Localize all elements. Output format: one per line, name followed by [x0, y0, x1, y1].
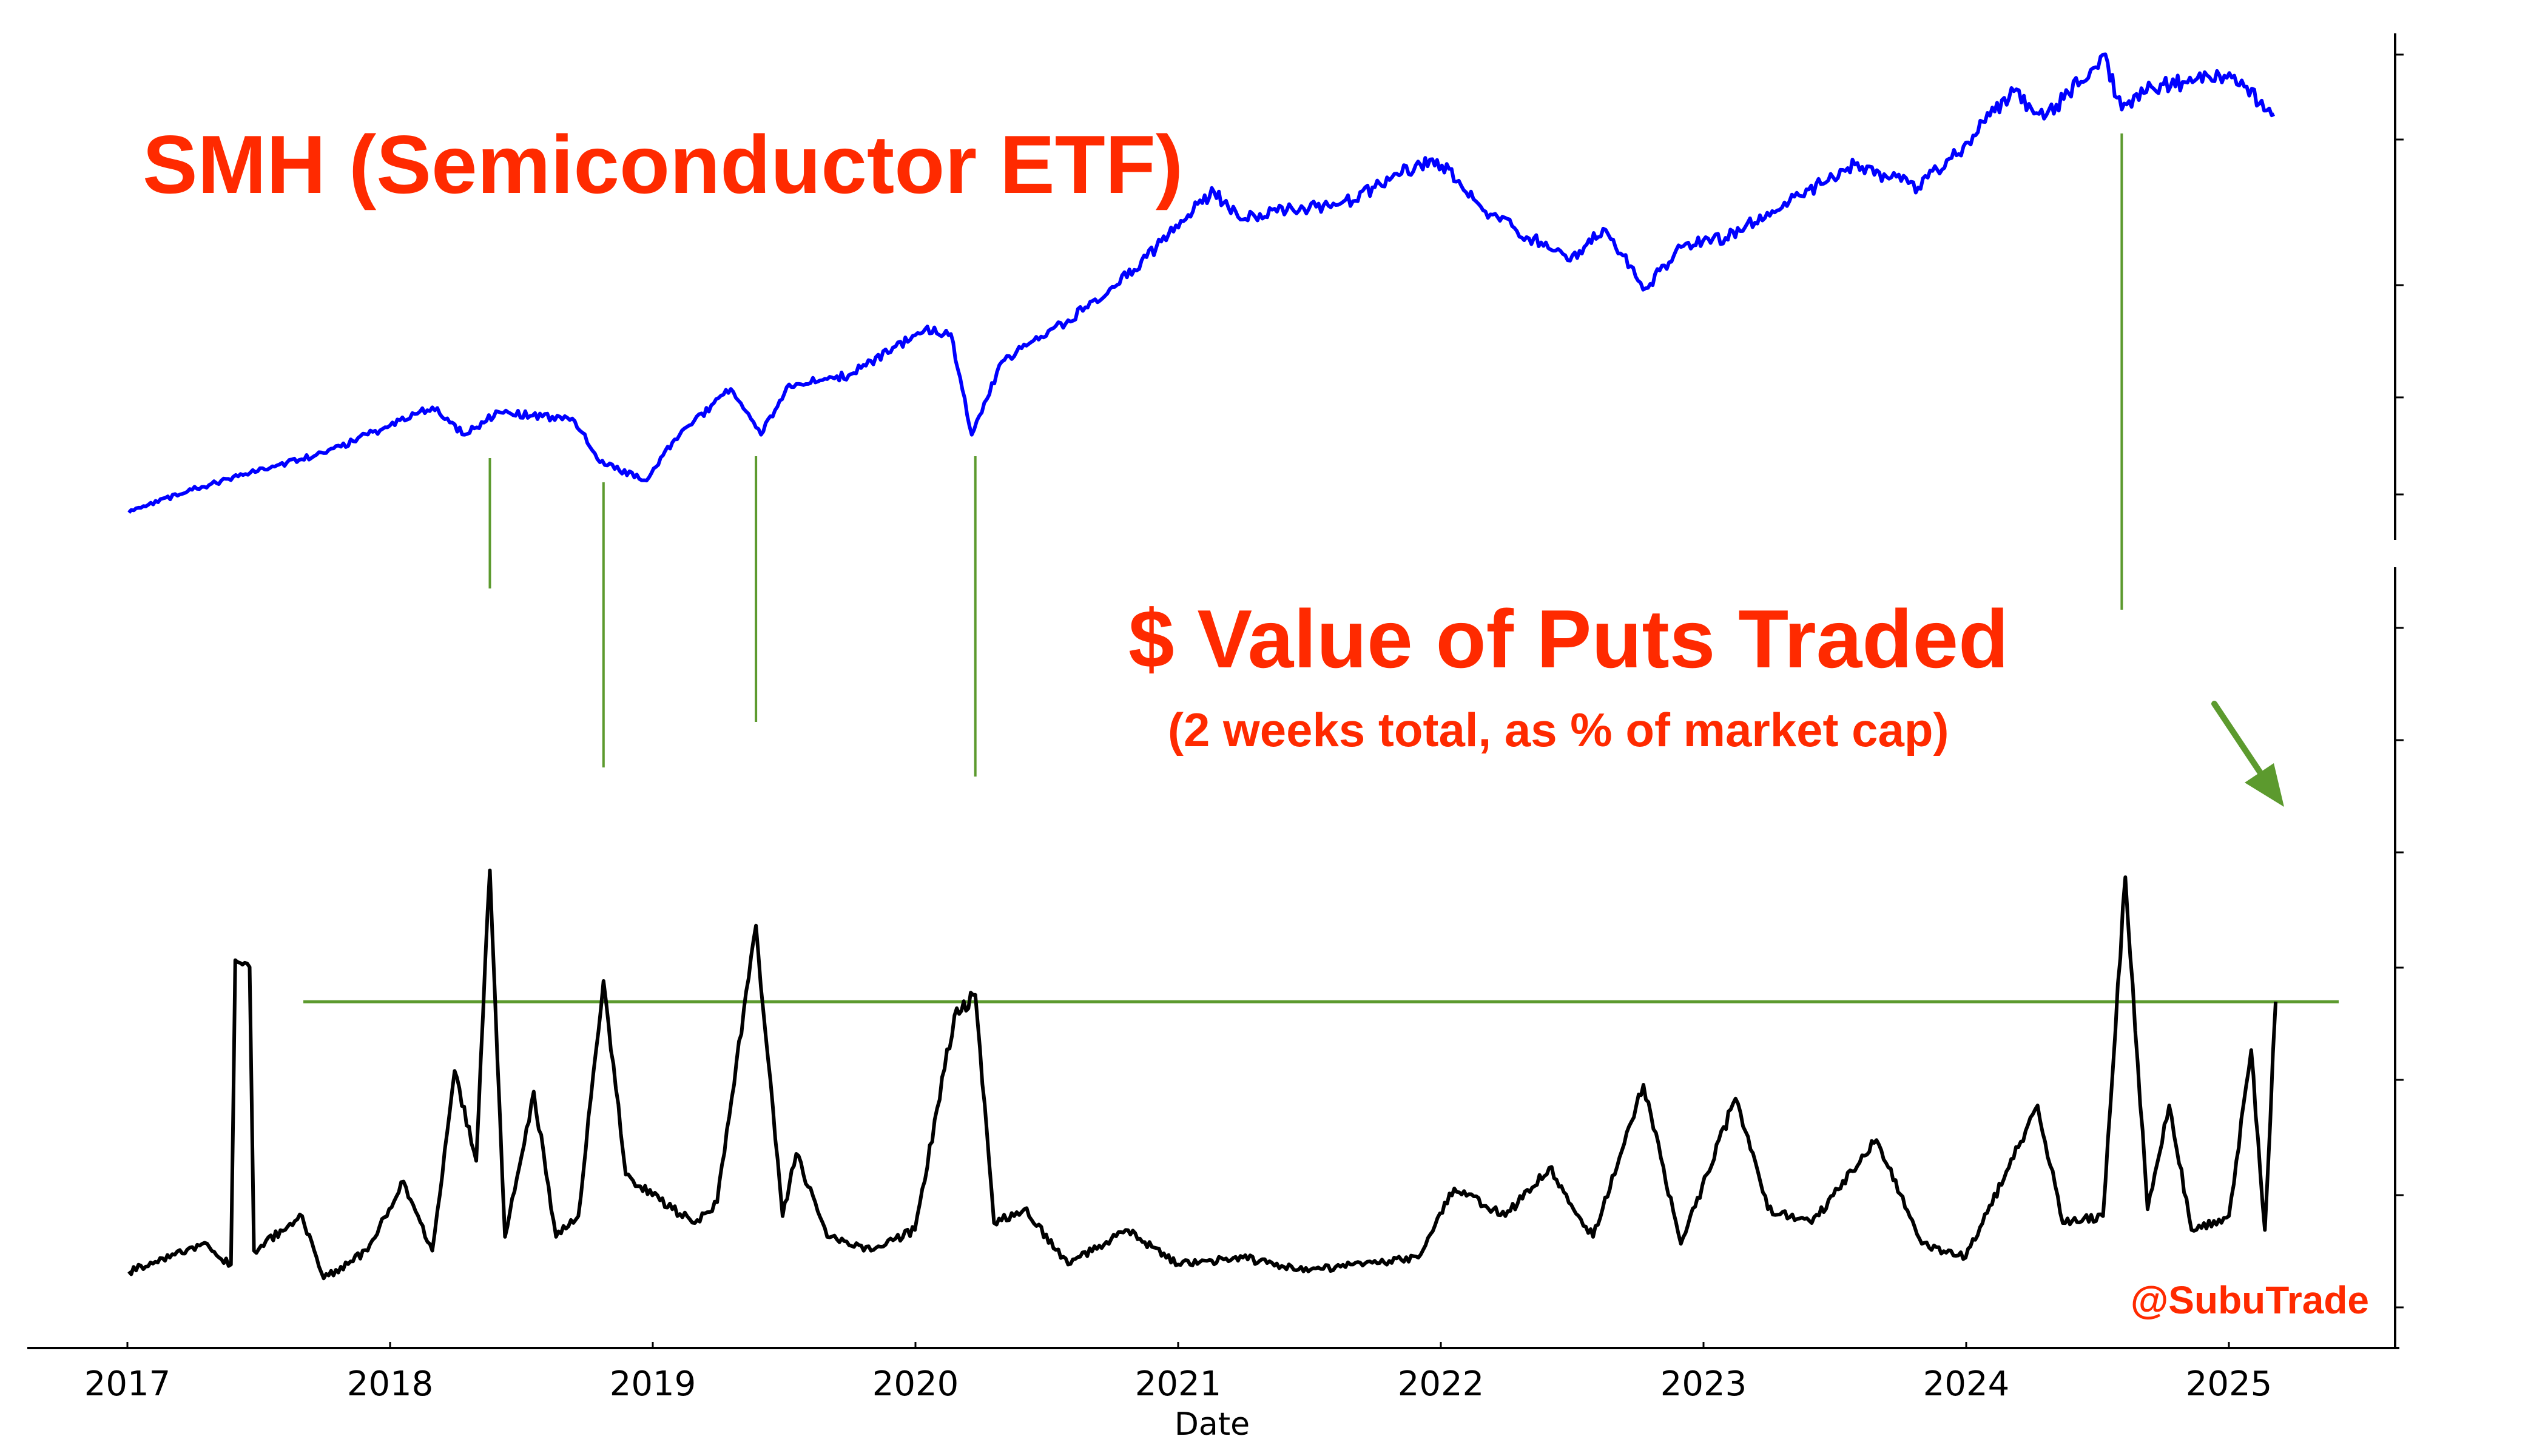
x-tick-label-2020: 2020 [872, 1364, 959, 1404]
x-tick-label-2018: 2018 [347, 1364, 434, 1404]
x-tick-label-2022: 2022 [1398, 1364, 1485, 1404]
x-ticks: 2017 2018 2019 2020 2021 2022 2023 2024 2025 [84, 1342, 2273, 1404]
puts-value-line [127, 868, 2278, 1281]
top-panel-title: SMH (Semiconductor ETF) [143, 118, 1183, 211]
x-tick-label-2019: 2019 [610, 1364, 696, 1404]
x-tick-label-2017: 2017 [84, 1364, 171, 1404]
connector-lines [488, 133, 2123, 777]
x-tick-label-2024: 2024 [1923, 1364, 2010, 1404]
bottom-panel-title: $ Value of Puts Traded [1128, 593, 2009, 685]
x-tick-label-2021: 2021 [1135, 1364, 1222, 1404]
x-tick-label-2023: 2023 [1660, 1364, 1747, 1404]
right-minor-ticks [2395, 53, 2404, 1309]
smh-price-line [127, 52, 2276, 514]
arrow-annotation [2211, 701, 2284, 807]
watermark-handle: @SubuTrade [2131, 1278, 2369, 1322]
bottom-panel-subtitle: (2 weeks total, as % of market cap) [1168, 703, 1949, 757]
x-tick-label-2025: 2025 [2186, 1364, 2273, 1404]
x-axis-label: Date [1175, 1406, 1250, 1443]
